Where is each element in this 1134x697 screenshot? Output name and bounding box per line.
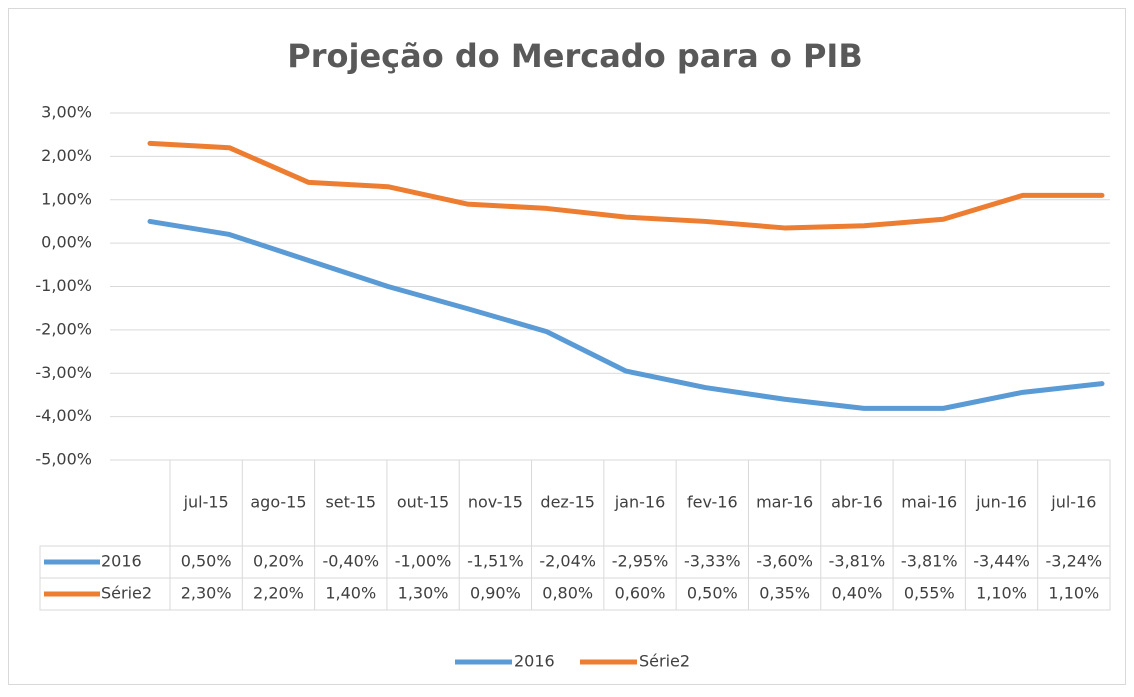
- data-label: 2,20%: [253, 584, 304, 603]
- x-tick-label: mai-16: [901, 493, 957, 512]
- data-label: 1,10%: [976, 584, 1027, 603]
- data-label: -3,60%: [756, 552, 813, 571]
- y-tick-label: 3,00%: [41, 103, 92, 122]
- y-tick-label: 1,00%: [41, 189, 92, 208]
- x-tick-label: jan-16: [614, 493, 666, 512]
- series-line: [147, 140, 1105, 231]
- table-series-name: Série2: [101, 584, 152, 603]
- data-label: 0,55%: [904, 584, 955, 603]
- data-label: 0,20%: [253, 552, 304, 571]
- y-tick-label: -3,00%: [35, 363, 92, 382]
- data-label: -3,44%: [973, 552, 1030, 571]
- data-label: 1,10%: [1048, 584, 1099, 603]
- data-label: 0,40%: [832, 584, 883, 603]
- data-label: 1,30%: [398, 584, 449, 603]
- x-tick-label: jun-16: [975, 493, 1027, 512]
- data-label: -2,04%: [539, 552, 596, 571]
- data-label: 0,60%: [615, 584, 666, 603]
- data-label: -3,81%: [901, 552, 958, 571]
- data-label: 0,50%: [181, 552, 232, 571]
- data-label: 0,50%: [687, 584, 738, 603]
- data-label: 2,30%: [181, 584, 232, 603]
- data-label: 0,80%: [542, 584, 593, 603]
- x-tick-label: abr-16: [831, 493, 883, 512]
- x-tick-label: fev-16: [687, 493, 738, 512]
- x-tick-label: mar-16: [756, 493, 813, 512]
- x-tick-label: jul-15: [183, 493, 229, 512]
- x-tick-label: out-15: [397, 493, 449, 512]
- data-label: 0,35%: [759, 584, 810, 603]
- data-label: -3,81%: [829, 552, 886, 571]
- data-label: -1,51%: [467, 552, 524, 571]
- data-label: -0,40%: [322, 552, 379, 571]
- data-label: -1,00%: [395, 552, 452, 571]
- y-tick-label: -4,00%: [35, 406, 92, 425]
- y-tick-label: -2,00%: [35, 319, 92, 338]
- y-tick-label: -5,00%: [35, 450, 92, 469]
- y-tick-label: 2,00%: [41, 146, 92, 165]
- legend-label: Série2: [639, 652, 690, 671]
- chart-border: [8, 8, 1126, 685]
- x-tick-label: jul-16: [1050, 493, 1096, 512]
- y-tick-label: 0,00%: [41, 233, 92, 252]
- x-tick-label: ago-15: [250, 493, 306, 512]
- x-tick-label: nov-15: [468, 493, 523, 512]
- data-label: -2,95%: [612, 552, 669, 571]
- series-line: [147, 218, 1105, 411]
- x-tick-label: dez-15: [540, 493, 595, 512]
- table-series-name: 2016: [101, 552, 142, 571]
- data-label: -3,33%: [684, 552, 741, 571]
- y-tick-label: -1,00%: [35, 276, 92, 295]
- chart-title: Projeção do Mercado para o PIB: [287, 37, 862, 75]
- data-label: 0,90%: [470, 584, 521, 603]
- data-label: 1,40%: [325, 584, 376, 603]
- x-tick-label: set-15: [325, 493, 376, 512]
- data-label: -3,24%: [1046, 552, 1103, 571]
- legend-label: 2016: [514, 652, 555, 671]
